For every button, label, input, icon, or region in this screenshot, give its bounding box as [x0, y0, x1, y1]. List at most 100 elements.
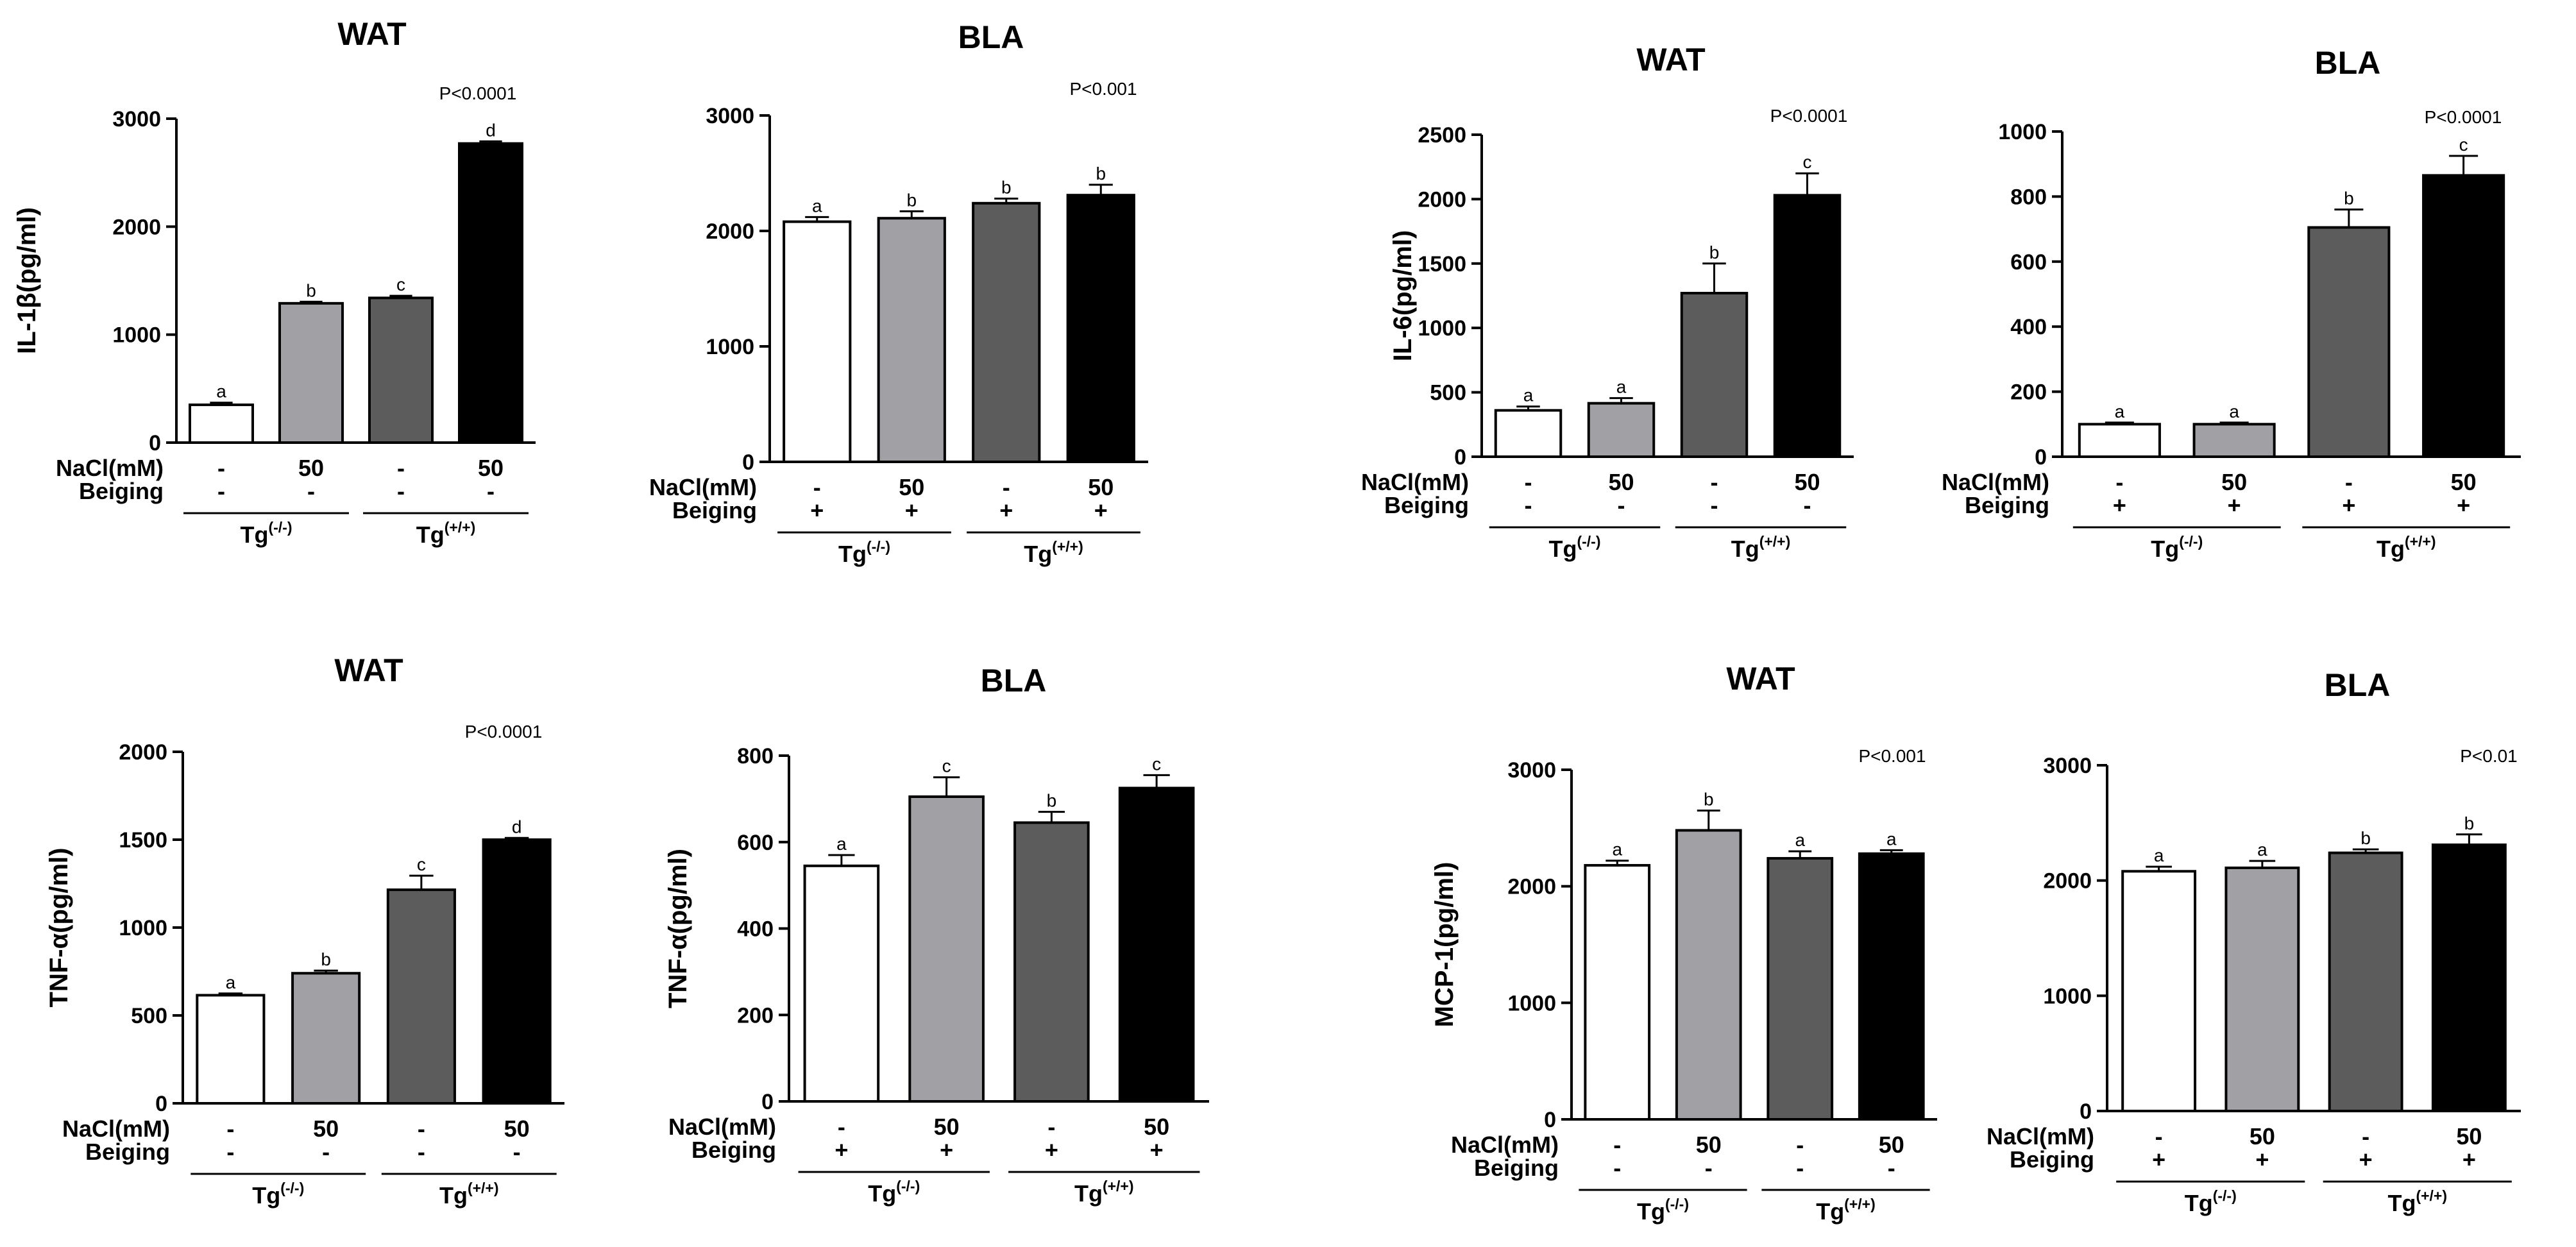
beiging-value: - — [487, 478, 495, 504]
y-axis-label: IL-6(pg/ml) — [1389, 230, 1417, 361]
p-value-label: P<0.001 — [1069, 79, 1137, 99]
bar — [1767, 857, 1834, 1121]
beiging-value: + — [1094, 497, 1108, 523]
beiging-value: - — [418, 1139, 425, 1165]
bar — [1587, 402, 1656, 459]
y-tick-label: 500 — [131, 1004, 167, 1028]
significance-letter: b — [306, 280, 316, 300]
chart-title: BLA — [958, 19, 1024, 55]
beiging-value: + — [940, 1137, 953, 1163]
p-value-label: P<0.01 — [2460, 746, 2518, 766]
chart-title: BLA — [981, 663, 1047, 699]
bar — [2192, 423, 2276, 458]
significance-letter: a — [226, 972, 236, 992]
row-label-nacl: NaCl(mM) — [668, 1114, 776, 1140]
y-tick-label: 3000 — [112, 107, 161, 131]
y-tick-label: 1500 — [119, 828, 167, 853]
nacl-value: 50 — [2250, 1123, 2275, 1149]
beiging-value: - — [397, 478, 405, 504]
bar — [1680, 291, 1749, 459]
beiging-value: - — [513, 1139, 521, 1165]
group-label: Tg(+/+) — [416, 519, 476, 548]
nacl-value: - — [1796, 1132, 1804, 1158]
y-tick-label: 1000 — [112, 323, 161, 348]
significance-letter: b — [2360, 828, 2371, 848]
bar — [803, 864, 880, 1103]
bar — [783, 220, 852, 463]
chart-panel: BLA P<0.01 0 1000 2000 3000 a a b b NaCl(mM)Beigin… — [1987, 667, 2521, 1216]
significance-letter: a — [2154, 845, 2164, 865]
bar — [2328, 851, 2403, 1112]
group-label: Tg(+/+) — [1024, 538, 1083, 567]
nacl-value: 50 — [478, 455, 504, 481]
nacl-value: 50 — [899, 474, 924, 500]
bar — [1013, 821, 1090, 1103]
nacl-value: - — [2345, 469, 2353, 495]
row-label-nacl: NaCl(mM) — [1451, 1132, 1559, 1158]
nacl-value: - — [1613, 1132, 1621, 1158]
chart-panel: WAT P<0.0001 TNF-α(pg/ml) 0 500 1000 1500 2000 a… — [45, 652, 564, 1209]
nacl-value: - — [397, 455, 405, 481]
y-tick-label: 0 — [155, 1092, 167, 1116]
significance-letter: b — [1096, 164, 1106, 183]
significance-letter: b — [1047, 791, 1057, 811]
bar — [1584, 863, 1651, 1121]
beiging-value: + — [2255, 1146, 2269, 1173]
significance-letter: b — [1709, 242, 1720, 262]
y-axis-label: IL-1β(pg/ml) — [13, 207, 41, 354]
p-value-label: P<0.0001 — [439, 83, 517, 103]
bar — [2431, 843, 2507, 1112]
beiging-value: - — [1705, 1155, 1713, 1181]
p-value-label: P<0.001 — [1858, 746, 1926, 766]
nacl-value: 50 — [313, 1116, 339, 1142]
significance-letter: a — [1886, 829, 1897, 849]
beiging-value: + — [2152, 1146, 2165, 1173]
nacl-value: - — [1711, 469, 1718, 495]
nacl-value: - — [217, 455, 225, 481]
bar — [1858, 852, 1925, 1121]
significance-letter: c — [942, 756, 951, 776]
significance-letter: c — [396, 275, 405, 294]
significance-letter: b — [2464, 813, 2475, 833]
beiging-value: - — [1525, 492, 1532, 518]
row-label-beiging: Beiging — [691, 1137, 776, 1163]
group-label: Tg(-/-) — [1637, 1196, 1689, 1225]
nacl-value: - — [2155, 1123, 2163, 1149]
chart-title: BLA — [2315, 45, 2381, 81]
beiging-value: + — [2113, 492, 2126, 518]
bar — [1675, 829, 1742, 1121]
significance-letter: a — [2115, 402, 2125, 421]
y-tick-label: 600 — [737, 831, 774, 855]
bar — [368, 296, 434, 444]
y-tick-label: 2000 — [1507, 875, 1556, 899]
y-tick-label: 3000 — [2043, 754, 2092, 778]
y-tick-label: 3000 — [706, 104, 754, 128]
chart-title: WAT — [1726, 661, 1795, 697]
row-label-beiging: Beiging — [79, 478, 164, 504]
y-tick-label: 800 — [737, 744, 774, 768]
bar — [189, 403, 254, 444]
y-tick-label: 3000 — [1507, 758, 1556, 783]
y-tick-label: 2500 — [1418, 123, 1466, 148]
row-label-beiging: Beiging — [672, 497, 757, 523]
group-label: Tg(-/-) — [2151, 533, 2203, 562]
y-tick-label: 1000 — [706, 335, 754, 359]
significance-letter: a — [1616, 377, 1627, 397]
bar — [877, 217, 946, 463]
beiging-value: + — [835, 1137, 848, 1163]
y-tick-label: 2000 — [2043, 869, 2092, 894]
nacl-value: 50 — [934, 1114, 960, 1140]
nacl-value: - — [1047, 1114, 1055, 1140]
chart-title: BLA — [2325, 667, 2391, 703]
beiging-value: + — [905, 497, 919, 523]
nacl-value: 50 — [1144, 1114, 1169, 1140]
y-tick-label: 0 — [1544, 1108, 1556, 1132]
significance-letter: a — [836, 834, 847, 854]
row-label-beiging: Beiging — [1474, 1155, 1559, 1181]
bar — [2078, 423, 2161, 458]
group-label: Tg(+/+) — [2377, 533, 2436, 562]
beiging-value: + — [1150, 1137, 1164, 1163]
significance-letter: a — [216, 382, 226, 402]
row-label-nacl: NaCl(mM) — [62, 1116, 170, 1142]
